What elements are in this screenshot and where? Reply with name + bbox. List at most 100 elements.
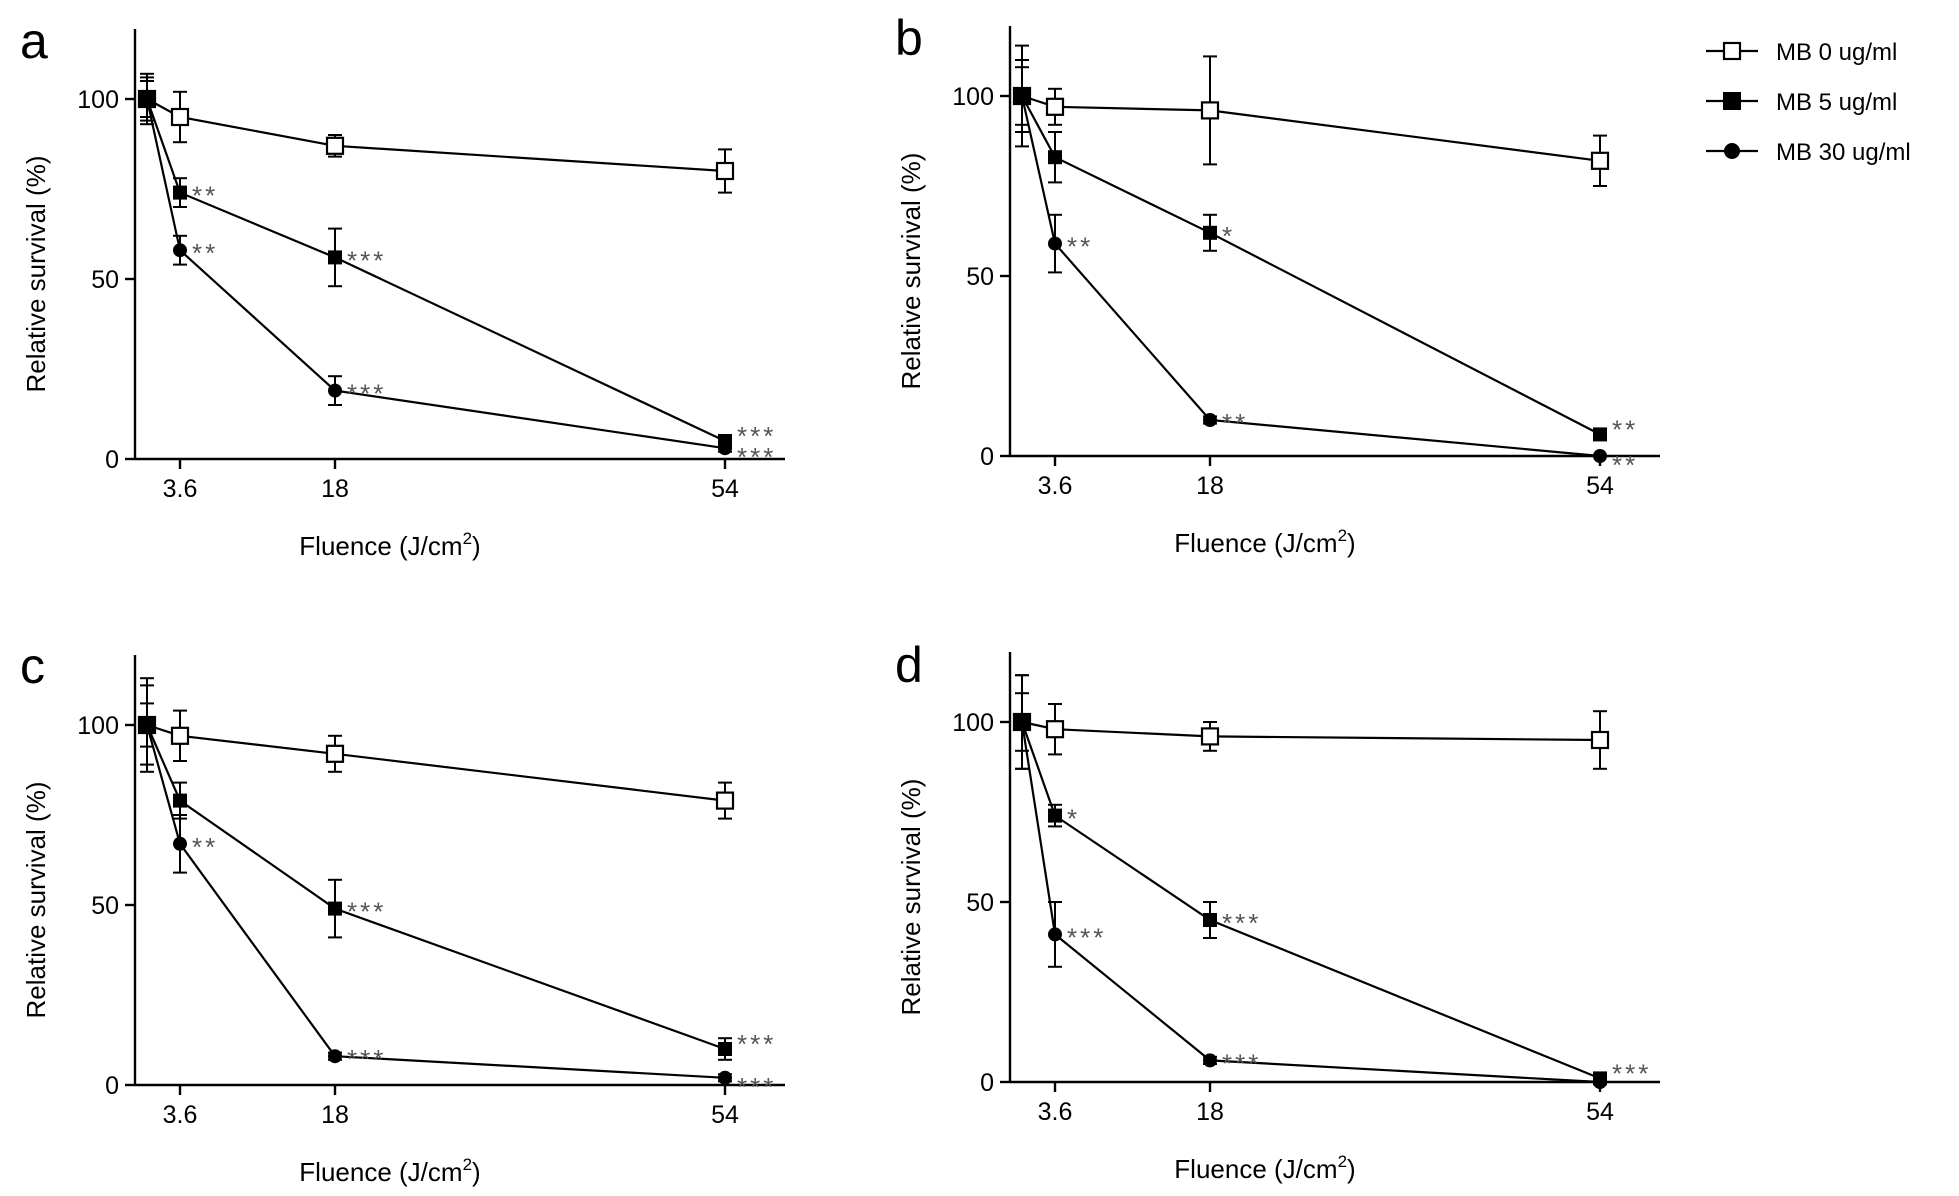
- data-point: [1200, 101, 1220, 120]
- data-point: [715, 791, 735, 810]
- y-tick-label: 50: [91, 266, 119, 294]
- data-point: [1203, 913, 1217, 927]
- y-tick-label: 50: [91, 892, 119, 920]
- data-point: [1593, 427, 1607, 442]
- x-axis-title: Fluence (J/cm2): [299, 1155, 480, 1187]
- significance-label: ***: [737, 1072, 776, 1102]
- x-tick-label: 54: [1586, 1098, 1614, 1126]
- significance-label: ***: [737, 442, 776, 472]
- legend-entry-mb-30: MB 30 ug/ml: [1706, 139, 1911, 166]
- open-square-marker-icon: [1722, 41, 1742, 61]
- series-open-square: [1012, 44, 1610, 187]
- x-tick-label: 3.6: [1038, 1098, 1073, 1126]
- data-point: [170, 107, 190, 127]
- data-point: [173, 243, 187, 258]
- data-point: [1593, 449, 1607, 463]
- series-line: [145, 98, 726, 442]
- significance-label: ***: [1067, 922, 1106, 952]
- series-line: [145, 98, 726, 450]
- data-point: [1590, 151, 1610, 170]
- significance-label: ***: [737, 421, 776, 451]
- x-tick-label: 3.6: [163, 1101, 198, 1129]
- x-tick-label: 18: [321, 1101, 349, 1129]
- data-point: [718, 1070, 732, 1085]
- series-line: [1020, 721, 1601, 1080]
- panel-b: b 0 50 100 3.6 18 54 Fluence (J/cm2) Relative su…: [895, 10, 1660, 558]
- significance-label: ***: [1612, 1058, 1651, 1088]
- significance-label: **: [192, 181, 218, 211]
- series-line: [145, 724, 726, 1079]
- legend-entry-mb-0: MB 0 ug/ml: [1706, 39, 1897, 66]
- legend-label-mb-5: MB 5 ug/ml: [1776, 89, 1897, 116]
- y-tick-label: 100: [77, 86, 119, 114]
- panel-letter: d: [895, 637, 923, 693]
- y-tick-label: 100: [77, 712, 119, 740]
- x-tick-label: 18: [1196, 472, 1224, 500]
- x-axis-title: Fluence (J/cm2): [1174, 1152, 1355, 1184]
- series-line: [146, 723, 726, 802]
- legend-entry-mb-5: MB 5 ug/ml: [1706, 89, 1897, 116]
- y-tick-label: 100: [952, 709, 994, 737]
- x-tick-label: 54: [711, 475, 739, 503]
- y-axis-title: Relative survival (%): [21, 782, 51, 1019]
- y-tick-label: 100: [952, 83, 994, 111]
- x-tick-label: 3.6: [1038, 472, 1073, 500]
- data-point: [1045, 720, 1065, 739]
- data-point: [1203, 413, 1217, 427]
- significance-label: *: [1222, 221, 1235, 251]
- data-point: [170, 726, 190, 745]
- significance-label: **: [1222, 408, 1248, 438]
- series-filled-square: ***: [1015, 59, 1638, 444]
- data-point: [173, 185, 187, 200]
- data-point: [328, 1049, 342, 1064]
- series-line: [1021, 94, 1601, 162]
- data-point: [140, 718, 154, 732]
- filled-square-marker-icon: [1723, 92, 1741, 110]
- series-filled-circle: ******: [1015, 66, 1635, 480]
- legend-label-mb-30: MB 30 ug/ml: [1776, 139, 1911, 166]
- legend: MB 0 ug/ml MB 5 ug/ml MB 30 ug/ml: [1706, 39, 1911, 166]
- x-tick-label: 54: [1586, 472, 1614, 500]
- data-point: [173, 793, 187, 808]
- data-point: [1045, 97, 1065, 116]
- y-tick-label: 0: [105, 1072, 119, 1100]
- y-tick-label: 50: [966, 889, 994, 917]
- x-tick-label: 18: [1196, 1098, 1224, 1126]
- y-axis-title: Relative survival (%): [896, 779, 926, 1016]
- significance-label: ***: [1222, 1048, 1261, 1078]
- y-tick-label: 0: [980, 443, 994, 471]
- data-point: [325, 136, 345, 155]
- significance-label: ***: [737, 1029, 776, 1059]
- significance-label: ***: [347, 1044, 386, 1074]
- significance-label: ***: [347, 379, 386, 409]
- significance-label: **: [192, 238, 218, 268]
- x-axis-title: Fluence (J/cm2): [1174, 526, 1355, 558]
- series-filled-circle: ********: [140, 76, 776, 472]
- data-point: [718, 1042, 732, 1056]
- data-point: [1015, 715, 1029, 729]
- significance-label: **: [1612, 414, 1638, 444]
- series-open-square: [137, 677, 735, 820]
- significance-label: ***: [347, 245, 386, 275]
- data-point: [1048, 927, 1062, 942]
- legend-label-mb-0: MB 0 ug/ml: [1776, 39, 1897, 66]
- series-filled-circle: *** ***: [1015, 692, 1607, 1089]
- data-point: [1015, 89, 1029, 103]
- series-line: [145, 724, 726, 1051]
- y-tick-label: 0: [105, 446, 119, 474]
- data-point: [328, 250, 342, 265]
- series-filled-square: ********: [140, 72, 776, 451]
- y-tick-label: 0: [980, 1069, 994, 1097]
- data-point: [173, 836, 187, 851]
- data-point: [328, 901, 342, 916]
- panel-a: a 0 50 100 3.6 18 54 Fluence (J/cm2) Relative su…: [20, 13, 785, 561]
- data-point: [325, 744, 345, 763]
- x-tick-label: 54: [711, 1101, 739, 1129]
- chart-panels: a 0 50 100 3.6 18 54 Fluence (J/cm2) Relative su…: [20, 10, 1660, 1187]
- data-point: [1593, 1075, 1607, 1089]
- series-line: [1021, 95, 1601, 436]
- significance-label: *: [1067, 804, 1080, 834]
- series-line: [1021, 720, 1601, 742]
- x-axis-title: Fluence (J/cm2): [299, 529, 480, 561]
